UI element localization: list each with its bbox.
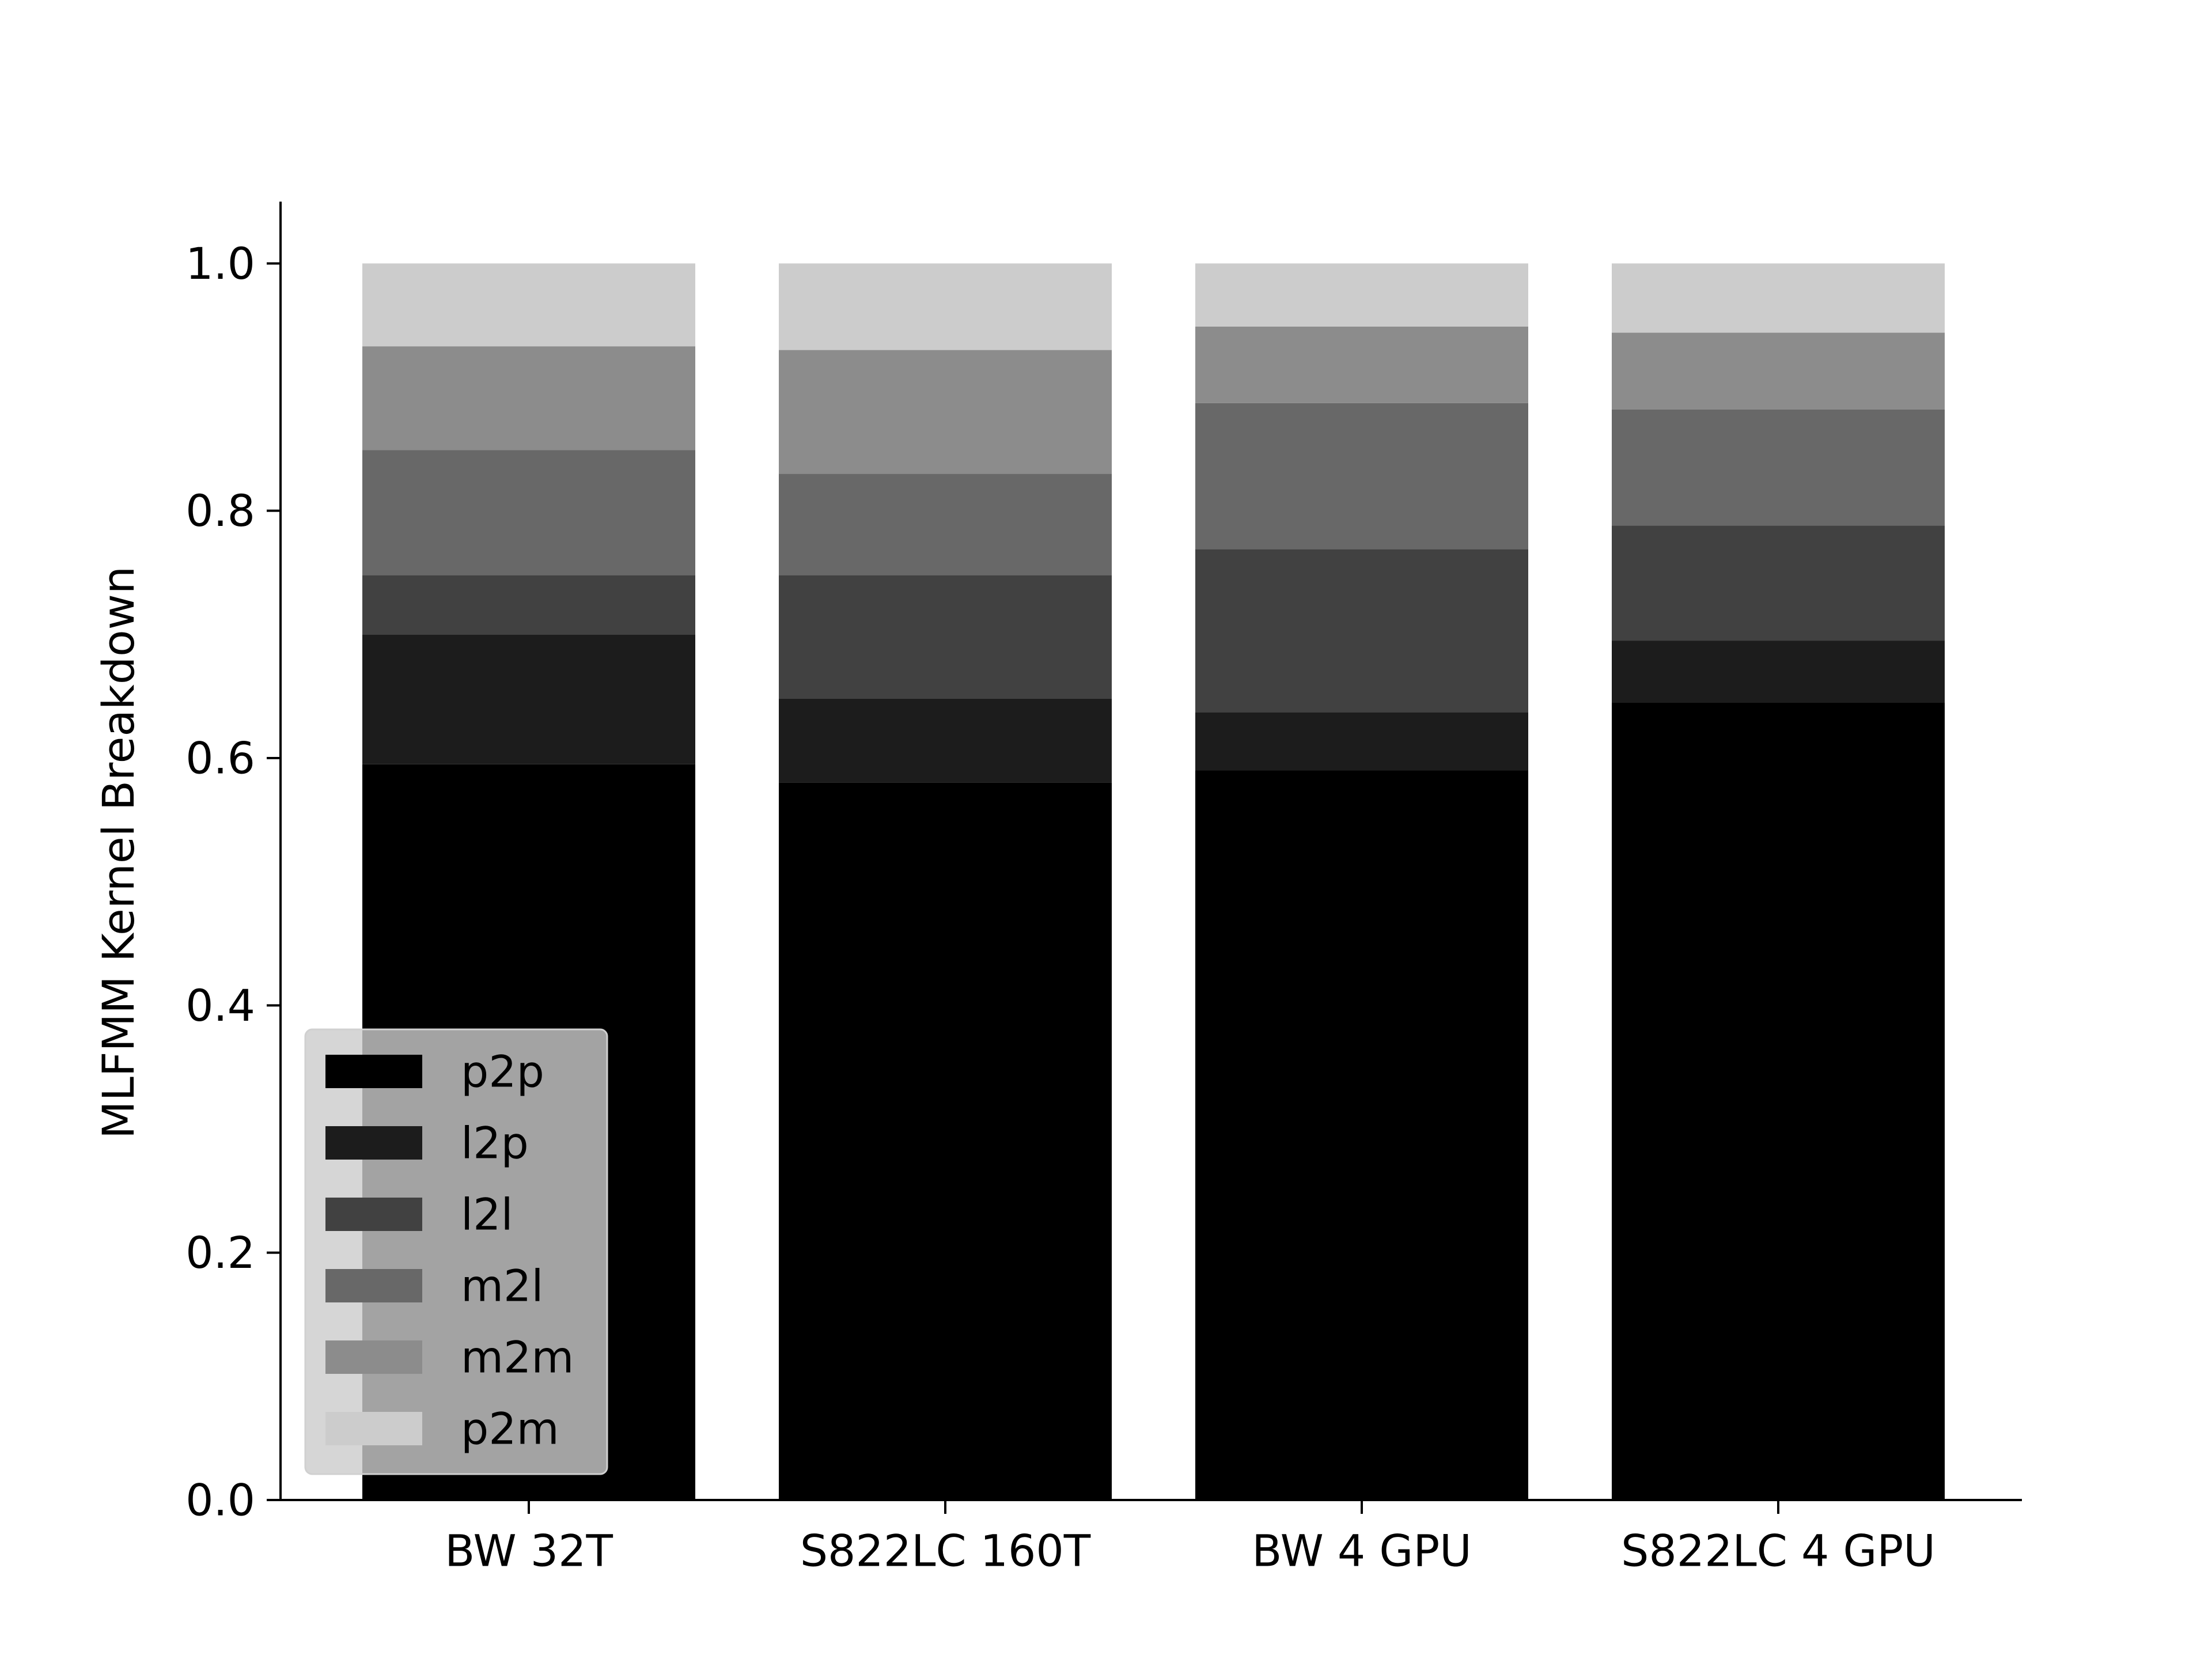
legend-swatch-p2m — [325, 1412, 422, 1445]
x-ticks-group: BW 32T S822LC 160T BW 4 GPU S822LC 4 GPU — [445, 1500, 1936, 1577]
x-tick-label: S822LC 160T — [800, 1525, 1091, 1577]
bar-p2m-1 — [362, 263, 695, 347]
y-tick-label: 1.0 — [185, 238, 255, 289]
bar-m2m-3 — [1195, 326, 1528, 403]
y-tick-label: 0.0 — [185, 1475, 255, 1526]
legend: p2p l2p l2l m2l m2m p2m — [304, 1028, 608, 1475]
bar-m2l-1 — [362, 450, 695, 575]
legend-swatch-l2p — [325, 1126, 422, 1160]
y-tick-label: 0.4 — [185, 980, 255, 1031]
bar-p2m-4 — [1612, 263, 1945, 333]
x-tick-label: S822LC 4 GPU — [1621, 1525, 1936, 1577]
bar-l2p-1 — [362, 634, 695, 764]
legend-swatch-m2m — [325, 1340, 422, 1374]
bar-p2p-4 — [1612, 702, 1945, 1500]
x-tick-label: BW 32T — [445, 1525, 613, 1577]
legend-label-p2p: p2p — [461, 1046, 544, 1097]
y-tick-label: 0.6 — [185, 733, 255, 784]
bar-l2l-2 — [779, 575, 1112, 699]
y-axis-title: MLFMM Kernel Breakdown — [93, 566, 144, 1139]
bar-p2m-2 — [779, 263, 1112, 350]
bar-l2p-2 — [779, 698, 1112, 783]
bar-m2l-3 — [1195, 403, 1528, 550]
bar-m2m-4 — [1612, 332, 1945, 410]
bars-group — [362, 263, 1945, 1500]
bar-p2p-3 — [1195, 770, 1528, 1500]
legend-label-l2l: l2l — [461, 1189, 513, 1240]
legend-label-p2m: p2m — [461, 1403, 559, 1455]
legend-frame — [304, 1028, 608, 1475]
bar-l2l-1 — [362, 575, 695, 635]
bar-m2m-2 — [779, 350, 1112, 474]
legend-label-m2l: m2l — [461, 1260, 544, 1312]
bar-l2p-3 — [1195, 712, 1528, 771]
bar-l2l-4 — [1612, 525, 1945, 641]
bar-l2p-4 — [1612, 641, 1945, 703]
bar-m2l-2 — [779, 474, 1112, 575]
y-tick-label: 0.8 — [185, 485, 255, 536]
legend-label-m2m: m2m — [461, 1332, 574, 1383]
legend-swatch-p2p — [325, 1055, 422, 1088]
y-ticks-group: 0.0 0.2 0.4 0.6 0.8 1.0 — [185, 238, 281, 1526]
bar-p2m-3 — [1195, 263, 1528, 327]
bar-m2l-4 — [1612, 409, 1945, 526]
x-tick-label: BW 4 GPU — [1252, 1525, 1472, 1577]
legend-label-l2p: l2p — [461, 1118, 529, 1169]
y-tick-label: 0.2 — [185, 1227, 255, 1278]
legend-swatch-l2l — [325, 1198, 422, 1231]
bar-l2l-3 — [1195, 549, 1528, 713]
bar-m2m-1 — [362, 346, 695, 450]
bar-p2p-2 — [779, 782, 1112, 1500]
legend-swatch-m2l — [325, 1269, 422, 1302]
axes-group — [279, 202, 2022, 1501]
